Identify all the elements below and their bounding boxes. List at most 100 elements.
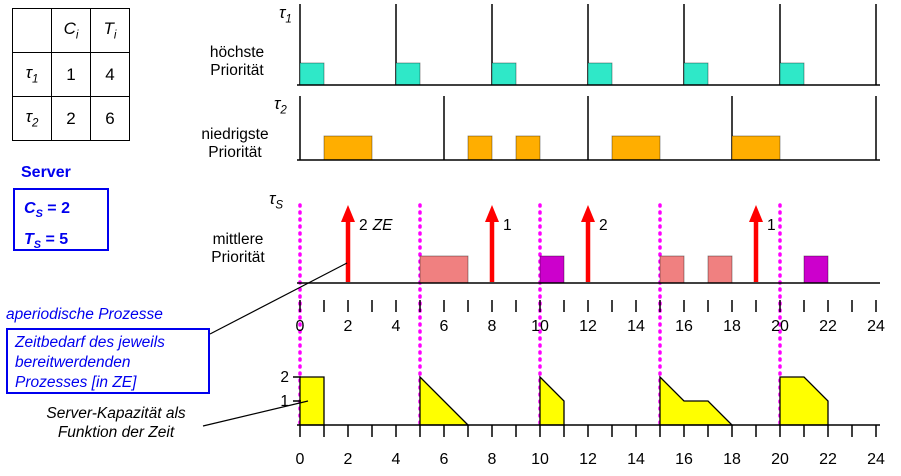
- priority-line: Priorität: [211, 249, 265, 266]
- capacity-axis-number: 6: [440, 451, 449, 468]
- table-cell-tau2-c: 2: [51, 96, 91, 141]
- capacity-axis-number: 2: [344, 451, 353, 468]
- server-capacity-shape: [539, 375, 565, 426]
- tau2-row-label: τ2: [274, 94, 287, 116]
- capacity-axis-number: 10: [531, 451, 549, 468]
- aperiodic-arrival-label: 1: [767, 217, 776, 234]
- capacity-axis-number: 24: [867, 451, 885, 468]
- aperiodic-processes-label: aperiodische Prozesse: [6, 306, 163, 323]
- server-c-subscript: S: [35, 208, 43, 221]
- capacity-connector-line: [202, 400, 309, 427]
- capacity-level-label: 1: [280, 393, 289, 410]
- server-capacity-shape: [659, 375, 734, 426]
- tau2-subscript: 2: [31, 117, 39, 130]
- server-capacity-shape: [779, 376, 829, 426]
- table-cell-tau1-c: 1: [51, 52, 91, 97]
- server-period-line: TS = 5: [24, 227, 107, 258]
- mid-axis-number: 12: [579, 318, 597, 335]
- tau2-execution-box: [467, 135, 493, 161]
- tau2-priority-label: niedrigste Priorität: [189, 126, 281, 162]
- tau1-subscript: 1: [31, 73, 39, 86]
- tau1-execution-box: [683, 62, 709, 86]
- capacity-axis-number: 0: [296, 451, 305, 468]
- aperiodic-arrival-arrow-head: [341, 205, 355, 222]
- tau1-row-subscript: 1: [285, 13, 292, 26]
- mid-axis-number: 0: [296, 318, 305, 335]
- capacity-level-label: 2: [280, 369, 289, 386]
- table-header-t: Ti: [90, 8, 130, 53]
- aperiodic-arrival-arrow-head: [485, 205, 499, 222]
- priority-line: Priorität: [208, 144, 262, 161]
- aperiodic-arrival-label: 1: [503, 217, 512, 234]
- header-c-subscript: i: [75, 29, 79, 42]
- mid-axis-number: 18: [723, 318, 741, 335]
- server-t-value: = 5: [41, 231, 69, 249]
- tau2-symbol: τ: [25, 107, 32, 127]
- server-execution-box: [539, 255, 565, 284]
- capacity-axis-number: 22: [819, 451, 837, 468]
- task-parameter-table: Ci Ti τ1 1 4 τ2 2 6: [12, 8, 130, 141]
- mid-axis-number: 20: [771, 318, 789, 335]
- capacity-axis-number: 16: [675, 451, 693, 468]
- server-capacity-shape: [419, 375, 470, 426]
- capacity-axis-number: 12: [579, 451, 597, 468]
- server-execution-box: [707, 255, 733, 284]
- aperiodic-arrival-label: 2: [599, 217, 608, 234]
- priority-line: mittlere: [212, 231, 264, 248]
- tau1-execution-box: [587, 62, 613, 86]
- table-corner-cell: [12, 8, 52, 53]
- server-execution-box: [803, 255, 829, 284]
- aperiodic-arrival-arrow-head: [749, 205, 763, 222]
- server-parameters-box: CS = 2 TS = 5: [13, 188, 109, 251]
- mid-axis-number: 10: [531, 318, 549, 335]
- server-execution-box: [419, 255, 469, 284]
- mid-axis-number: 14: [627, 318, 645, 335]
- tau1-priority-label: höchste Priorität: [196, 44, 278, 80]
- tau2-execution-box: [323, 135, 373, 161]
- tau2-row-subscript: 2: [280, 104, 287, 117]
- priority-line: Priorität: [210, 62, 264, 79]
- table-cell-tau1-t: 4: [90, 52, 130, 97]
- tauS-row-symbol: τ: [269, 189, 276, 208]
- tau2-row-symbol: τ: [274, 94, 281, 113]
- tau1-symbol: τ: [25, 63, 32, 83]
- header-c-symbol: C: [63, 19, 76, 39]
- aperiodic-arrival-label: 2 ZE: [359, 217, 393, 234]
- zeitbedarf-connector-line: [209, 262, 348, 335]
- header-t-subscript: i: [113, 29, 117, 42]
- server-t-symbol: T: [24, 231, 34, 249]
- server-capacity-note: Server-Kapazität als Funktion der Zeit: [46, 405, 186, 441]
- table-row-tau2-label: τ2: [12, 96, 52, 141]
- capacity-axis-number: 20: [771, 451, 789, 468]
- tau1-row-label: τ1: [279, 3, 292, 25]
- mid-axis-number: 2: [344, 318, 353, 335]
- aperiodic-arrival-arrow-head: [581, 205, 595, 222]
- server-capacity-shape: [299, 376, 325, 426]
- server-execution-box: [659, 255, 685, 284]
- header-t-symbol: T: [103, 19, 114, 39]
- capacity-axis-number: 4: [392, 451, 401, 468]
- server-c-value: = 2: [42, 200, 70, 217]
- tau1-execution-box: [779, 62, 805, 86]
- capacity-axis-number: 8: [488, 451, 497, 468]
- server-capacity-line: CS = 2: [24, 196, 107, 227]
- tau2-execution-box: [731, 135, 781, 161]
- capacity-axis-number: 18: [723, 451, 741, 468]
- mid-axis-number: 8: [488, 318, 497, 335]
- table-row-tau1-label: τ1: [12, 52, 52, 97]
- mid-axis-number: 16: [675, 318, 693, 335]
- server-t-subscript: S: [33, 239, 42, 252]
- mid-axis-number: 22: [819, 318, 837, 335]
- server-c-symbol: C: [24, 200, 36, 217]
- tau2-execution-box: [515, 135, 541, 161]
- capacity-axis-number: 14: [627, 451, 645, 468]
- tau1-execution-box: [491, 62, 517, 86]
- server-heading: Server: [21, 164, 71, 181]
- priority-line: niedrigste: [201, 126, 269, 143]
- tau1-execution-box: [395, 62, 421, 86]
- tau1-row-symbol: τ: [279, 3, 286, 22]
- tau2-execution-box: [611, 135, 661, 161]
- tauS-priority-label: mittlere Priorität: [197, 231, 279, 267]
- tauS-row-label: τS: [269, 189, 283, 211]
